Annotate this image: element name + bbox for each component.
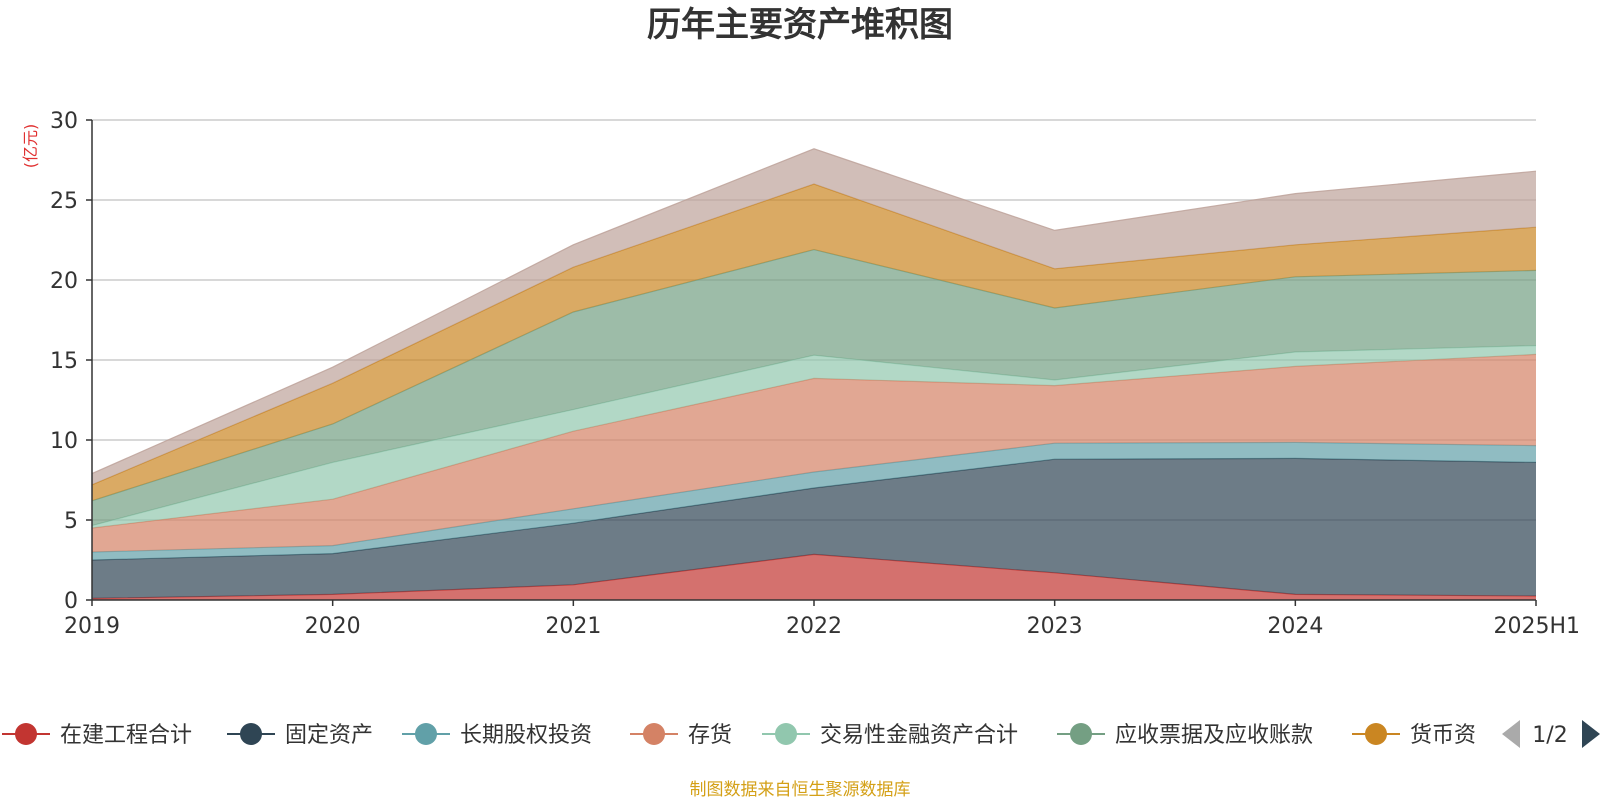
legend-label: 交易性金融资产合计 bbox=[820, 723, 1018, 748]
legend-marker-icon bbox=[240, 723, 262, 745]
y-unit-label: (亿元) bbox=[21, 124, 40, 169]
y-tick-label: 20 bbox=[50, 269, 78, 294]
legend-pager: 1/2 bbox=[1502, 720, 1600, 748]
area-series-2 bbox=[92, 442, 1536, 560]
y-tick-label: 0 bbox=[64, 589, 78, 614]
area-series bbox=[91, 148, 1537, 600]
chart-title: 历年主要资产堆积图 bbox=[647, 5, 953, 45]
legend-marker-icon bbox=[775, 723, 797, 745]
x-tick-label: 2025H1 bbox=[1493, 614, 1580, 639]
area-series-1 bbox=[92, 458, 1536, 599]
y-tick-label: 25 bbox=[50, 189, 78, 214]
y-tick-label: 10 bbox=[50, 429, 78, 454]
legend-item[interactable]: 货币资 bbox=[1352, 723, 1476, 748]
legend-marker-icon bbox=[1070, 723, 1092, 745]
legend-label: 在建工程合计 bbox=[60, 723, 192, 748]
legend-marker-icon bbox=[643, 723, 665, 745]
area-series-4 bbox=[92, 345, 1536, 528]
x-tick-label: 2023 bbox=[1027, 614, 1083, 639]
x-tick-label: 2019 bbox=[64, 614, 120, 639]
legend: 在建工程合计 固定资产 长期股权投资 存货 交易性金融资产合计 应收票据及应收账款 货币资 bbox=[2, 723, 1476, 748]
legend-page-indicator: 1/2 bbox=[1532, 723, 1567, 748]
legend-marker-icon bbox=[415, 723, 437, 745]
legend-item[interactable]: 交易性金融资产合计 bbox=[762, 723, 1018, 748]
y-tick-label: 15 bbox=[50, 349, 78, 374]
prev-page-icon[interactable] bbox=[1502, 720, 1520, 748]
area-series-5 bbox=[92, 249, 1536, 526]
y-tick-label: 5 bbox=[64, 509, 78, 534]
axes: 0 5 10 15 20 25 30 2019 2020 2021 2022 2023 2024 2025… bbox=[50, 109, 1580, 639]
legend-item[interactable]: 应收票据及应收账款 bbox=[1057, 723, 1313, 748]
legend-item[interactable]: 固定资产 bbox=[227, 723, 373, 748]
legend-label: 固定资产 bbox=[285, 723, 373, 748]
legend-item[interactable]: 长期股权投资 bbox=[402, 723, 592, 748]
y-tick-label: 30 bbox=[50, 109, 78, 134]
x-tick-label: 2024 bbox=[1267, 614, 1323, 639]
source-note: 制图数据来自恒生聚源数据库 bbox=[690, 780, 911, 800]
area-series-3 bbox=[92, 354, 1536, 552]
area-series-7 bbox=[92, 148, 1536, 485]
legend-item[interactable]: 存货 bbox=[630, 723, 732, 748]
next-page-icon[interactable] bbox=[1582, 720, 1600, 748]
legend-marker-icon bbox=[1365, 723, 1387, 745]
area-edge-7 bbox=[91, 148, 1537, 475]
x-tick-label: 2020 bbox=[305, 614, 361, 639]
legend-label: 存货 bbox=[688, 723, 732, 748]
legend-marker-icon bbox=[15, 723, 37, 745]
legend-label: 长期股权投资 bbox=[460, 723, 592, 748]
x-tick-label: 2021 bbox=[545, 614, 601, 639]
area-series-0 bbox=[92, 554, 1536, 600]
legend-label: 货币资 bbox=[1410, 723, 1476, 748]
legend-item[interactable]: 在建工程合计 bbox=[2, 723, 192, 748]
x-tick-label: 2022 bbox=[786, 614, 842, 639]
legend-label: 应收票据及应收账款 bbox=[1115, 723, 1313, 748]
area-series-6 bbox=[92, 184, 1536, 501]
